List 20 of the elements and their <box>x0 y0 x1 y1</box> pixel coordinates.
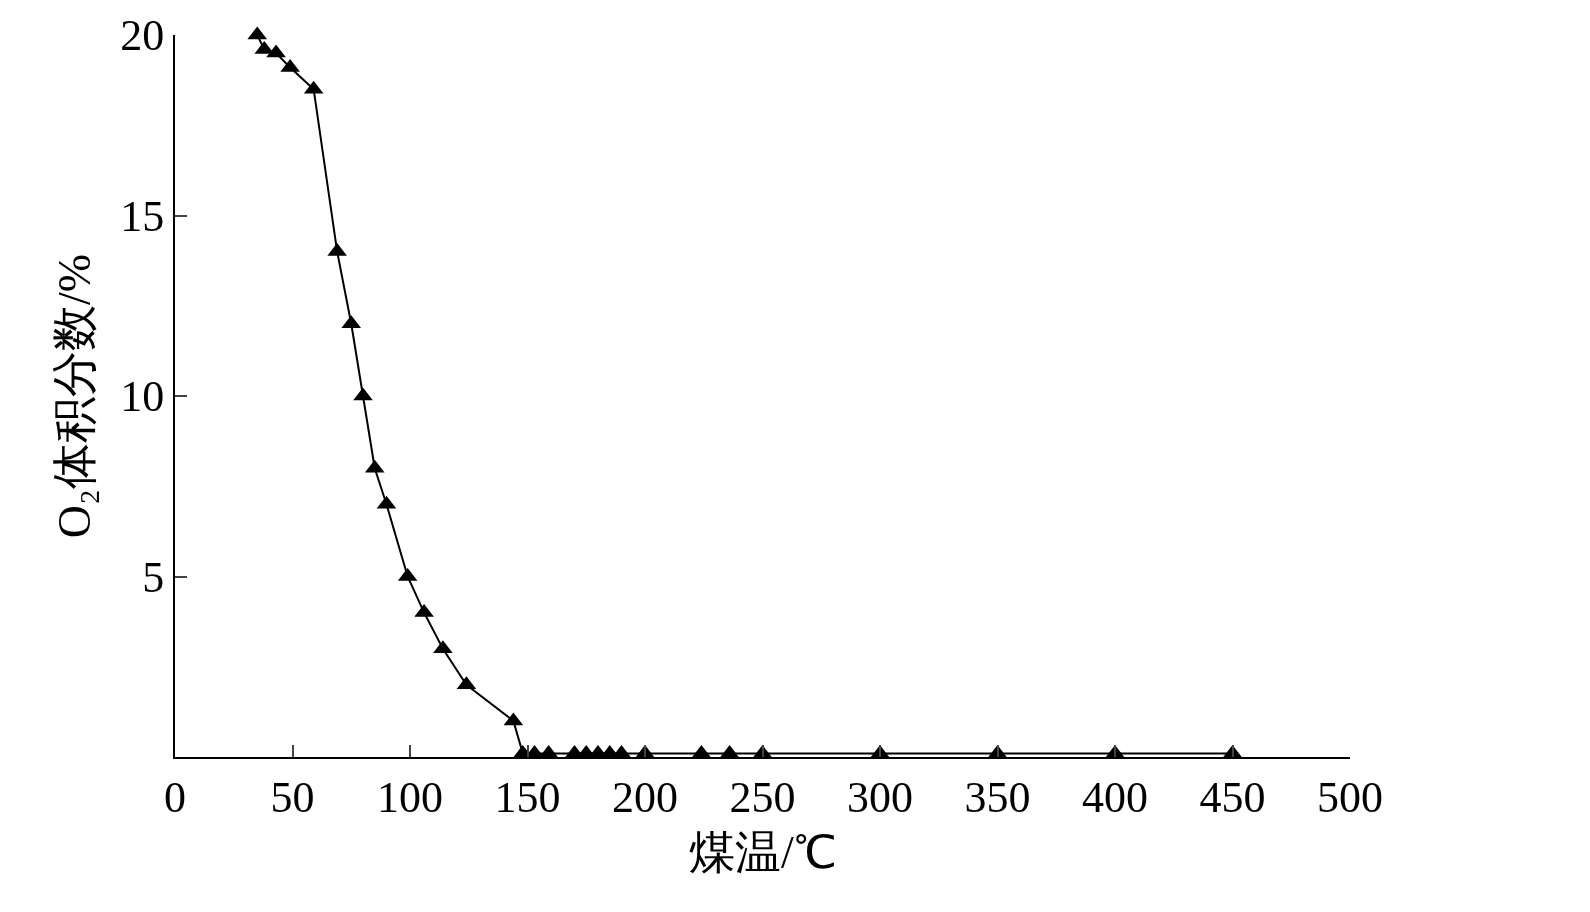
y-tick-label: 10 <box>120 372 165 422</box>
x-tick-label: 500 <box>1317 772 1383 822</box>
x-tick-label: 0 <box>164 772 186 822</box>
point <box>266 44 286 58</box>
point <box>280 58 300 72</box>
x-tick-label: 200 <box>612 772 678 822</box>
x-tick-label: 300 <box>847 772 913 822</box>
x-tick-label: 250 <box>729 772 796 822</box>
y-axis-title: O₂体积分数/% <box>49 253 101 539</box>
x-tick-label: 50 <box>270 772 315 822</box>
x-axis-title: 煤温/℃ <box>689 827 836 878</box>
x-tick-label: 150 <box>494 772 561 822</box>
x-tick-label: 400 <box>1082 772 1148 822</box>
y-tick-label: 20 <box>120 11 165 61</box>
point <box>353 387 373 401</box>
x-tick-label: 450 <box>1199 772 1266 822</box>
x-tick-label: 100 <box>377 772 443 822</box>
x-tick-label: 350 <box>964 772 1031 822</box>
y-tick-label: 15 <box>120 191 165 241</box>
y-tick-label: 5 <box>142 552 165 602</box>
